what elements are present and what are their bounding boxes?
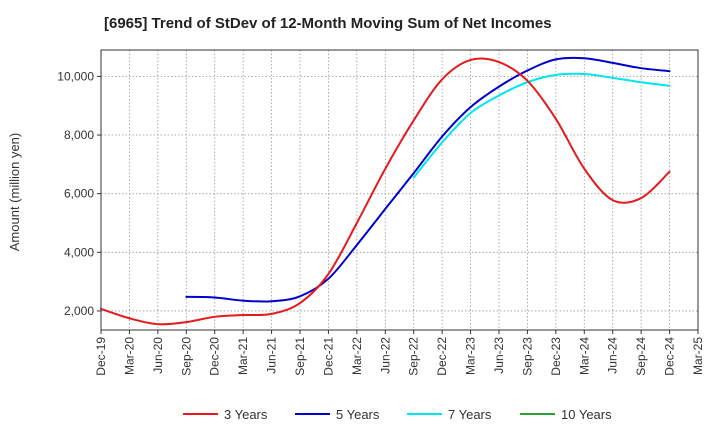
x-tick-label: Mar-21 <box>236 337 250 375</box>
series-line-5-years <box>185 56 671 303</box>
plot-frame <box>100 49 699 331</box>
x-tick-label: Jun-23 <box>492 337 506 374</box>
x-tick-label: Dec-19 <box>94 337 108 376</box>
y-tick-label: 8,000 <box>64 128 94 142</box>
y-tick-label: 10,000 <box>57 69 94 83</box>
x-tick-label: Mar-24 <box>577 337 591 375</box>
x-tick-label: Mar-22 <box>350 337 364 375</box>
legend-label-10-years: 10 Years <box>561 407 612 422</box>
legend-label-7-years: 7 Years <box>448 407 492 422</box>
series-layer <box>100 56 671 326</box>
y-tick-label: 2,000 <box>64 304 94 318</box>
x-tick-label: Mar-23 <box>464 337 478 375</box>
y-tick-label: 6,000 <box>64 187 94 201</box>
x-tick-label: Sep-24 <box>634 337 648 376</box>
x-tick-label: Dec-21 <box>321 337 335 376</box>
y-axis-title: Amount (million yen) <box>7 133 22 252</box>
x-tick-label: Mar-20 <box>122 337 136 375</box>
x-tick-label: Dec-22 <box>435 337 449 376</box>
legend-label-3-years: 3 Years <box>224 407 268 422</box>
series-line-7-years <box>412 72 671 179</box>
y-tick-label: 4,000 <box>64 245 94 259</box>
chart-title: [6965] Trend of StDev of 12-Month Moving… <box>104 15 552 32</box>
x-tick-label: Sep-20 <box>179 337 193 376</box>
x-tick-label: Jun-24 <box>606 337 620 374</box>
x-axis: Dec-19 Mar-20 Jun-20 Sep-20 Dec-20 Mar-21 Jun-… <box>94 330 705 376</box>
series-line-3-years <box>100 57 671 326</box>
legend: 3 Years 5 Years 7 Years 10 Years <box>183 407 612 422</box>
x-tick-label: Jun-22 <box>378 337 392 374</box>
x-tick-label: Dec-23 <box>549 337 563 376</box>
x-tick-label: Jun-21 <box>265 337 279 374</box>
x-tick-label: Jun-20 <box>151 337 165 374</box>
x-tick-label: Mar-25 <box>691 337 705 375</box>
legend-label-5-years: 5 Years <box>336 407 380 422</box>
x-tick-label: Sep-22 <box>407 337 421 376</box>
x-tick-label: Sep-23 <box>520 337 534 376</box>
x-tick-label: Dec-24 <box>663 337 677 376</box>
y-axis: 2,000 4,000 6,000 8,000 10,000 <box>57 69 101 318</box>
x-tick-label: Sep-21 <box>293 337 307 376</box>
grid <box>101 50 698 330</box>
x-tick-label: Dec-20 <box>208 337 222 376</box>
